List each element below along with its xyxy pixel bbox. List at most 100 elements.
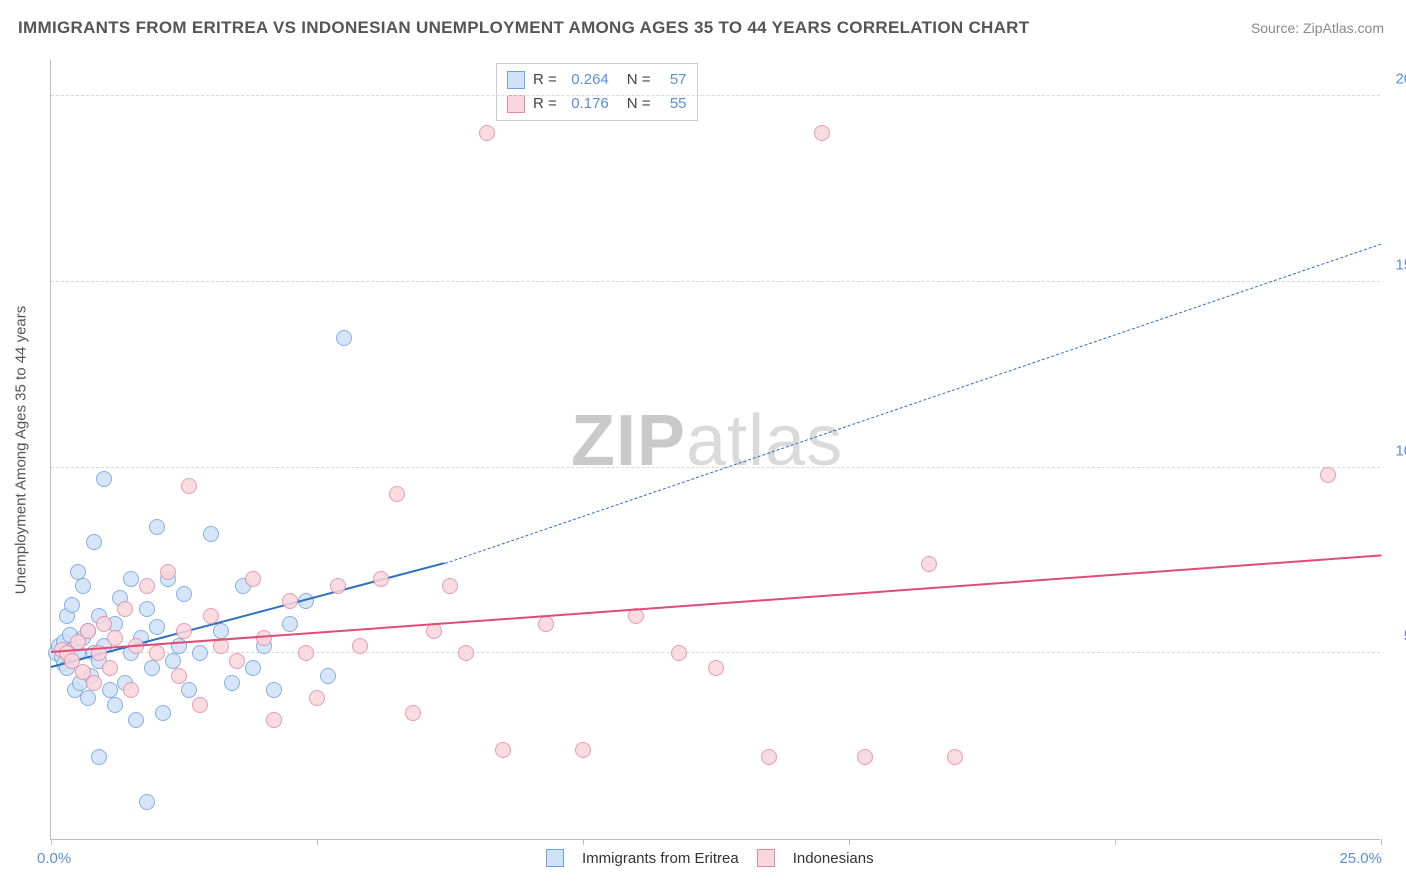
x-tick (317, 839, 318, 845)
data-point (761, 749, 777, 765)
data-point (149, 645, 165, 661)
data-point (123, 682, 139, 698)
data-point (155, 705, 171, 721)
data-point (96, 616, 112, 632)
chart-plot-area: Unemployment Among Ages 35 to 44 years Z… (50, 60, 1380, 840)
x-tick (1115, 839, 1116, 845)
y-tick-label: 10.0% (1388, 442, 1406, 459)
legend-swatch (546, 849, 564, 867)
data-point (139, 601, 155, 617)
data-point (245, 660, 261, 676)
data-point (123, 571, 139, 587)
y-tick-label: 15.0% (1388, 256, 1406, 273)
grid-line (51, 95, 1380, 96)
data-point (102, 660, 118, 676)
chart-container: IMMIGRANTS FROM ERITREA VS INDONESIAN UN… (0, 0, 1406, 892)
source-label: Source: ZipAtlas.com (1251, 20, 1384, 36)
x-axis-max-label: 25.0% (1339, 850, 1382, 867)
data-point (107, 697, 123, 713)
data-point (229, 653, 245, 669)
data-point (203, 608, 219, 624)
data-point (86, 534, 102, 550)
legend-series-name: Immigrants from Eritrea (582, 850, 739, 867)
data-point (947, 749, 963, 765)
data-point (80, 690, 96, 706)
data-point (70, 564, 86, 580)
data-point (171, 668, 187, 684)
data-point (389, 486, 405, 502)
legend-swatch (757, 849, 775, 867)
data-point (203, 526, 219, 542)
data-point (96, 471, 112, 487)
x-axis-min-label: 0.0% (37, 850, 71, 867)
data-point (479, 125, 495, 141)
y-axis-title: Unemployment Among Ages 35 to 44 years (13, 305, 30, 594)
data-point (282, 593, 298, 609)
legend-swatch (507, 95, 525, 113)
legend-r-value: 0.264 (565, 68, 609, 92)
data-point (320, 668, 336, 684)
grid-line (51, 281, 1380, 282)
data-point (75, 578, 91, 594)
data-point (192, 645, 208, 661)
legend-r-label: R = (533, 68, 557, 92)
data-point (107, 630, 123, 646)
trend-line (51, 555, 1381, 654)
data-point (298, 645, 314, 661)
data-point (373, 571, 389, 587)
data-point (405, 705, 421, 721)
legend-swatch (507, 71, 525, 89)
data-point (245, 571, 261, 587)
legend-bottom: Immigrants from Eritrea Indonesians (546, 849, 874, 867)
x-tick (1381, 839, 1382, 845)
data-point (139, 578, 155, 594)
y-tick-label: 5.0% (1388, 628, 1406, 645)
data-point (181, 682, 197, 698)
data-point (149, 519, 165, 535)
legend-top: R =0.264N =57R =0.176N =55 (496, 63, 698, 121)
data-point (224, 675, 240, 691)
data-point (671, 645, 687, 661)
data-point (442, 578, 458, 594)
data-point (149, 619, 165, 635)
data-point (117, 601, 133, 617)
data-point (91, 749, 107, 765)
data-point (1320, 467, 1336, 483)
watermark-light: atlas (686, 401, 843, 481)
data-point (139, 794, 155, 810)
legend-row: R = 0.264 N = 57 (507, 68, 687, 92)
data-point (309, 690, 325, 706)
legend-series-name: Indonesians (793, 850, 874, 867)
y-tick-label: 20.0% (1388, 71, 1406, 88)
data-point (256, 630, 272, 646)
legend-n-value: 57 (659, 68, 687, 92)
chart-title: IMMIGRANTS FROM ERITREA VS INDONESIAN UN… (18, 18, 1029, 38)
data-point (708, 660, 724, 676)
data-point (458, 645, 474, 661)
data-point (128, 712, 144, 728)
grid-line (51, 652, 1380, 653)
data-point (538, 616, 554, 632)
x-tick (51, 839, 52, 845)
data-point (336, 330, 352, 346)
data-point (64, 597, 80, 613)
data-point (80, 623, 96, 639)
data-point (160, 564, 176, 580)
data-point (495, 742, 511, 758)
data-point (266, 682, 282, 698)
data-point (352, 638, 368, 654)
data-point (86, 675, 102, 691)
watermark-bold: ZIP (571, 401, 686, 481)
data-point (181, 478, 197, 494)
data-point (921, 556, 937, 572)
data-point (282, 616, 298, 632)
grid-line (51, 467, 1380, 468)
data-point (575, 742, 591, 758)
data-point (213, 623, 229, 639)
trend-line (445, 244, 1382, 564)
data-point (857, 749, 873, 765)
data-point (814, 125, 830, 141)
legend-n-label: N = (627, 68, 651, 92)
x-tick (849, 839, 850, 845)
data-point (176, 623, 192, 639)
